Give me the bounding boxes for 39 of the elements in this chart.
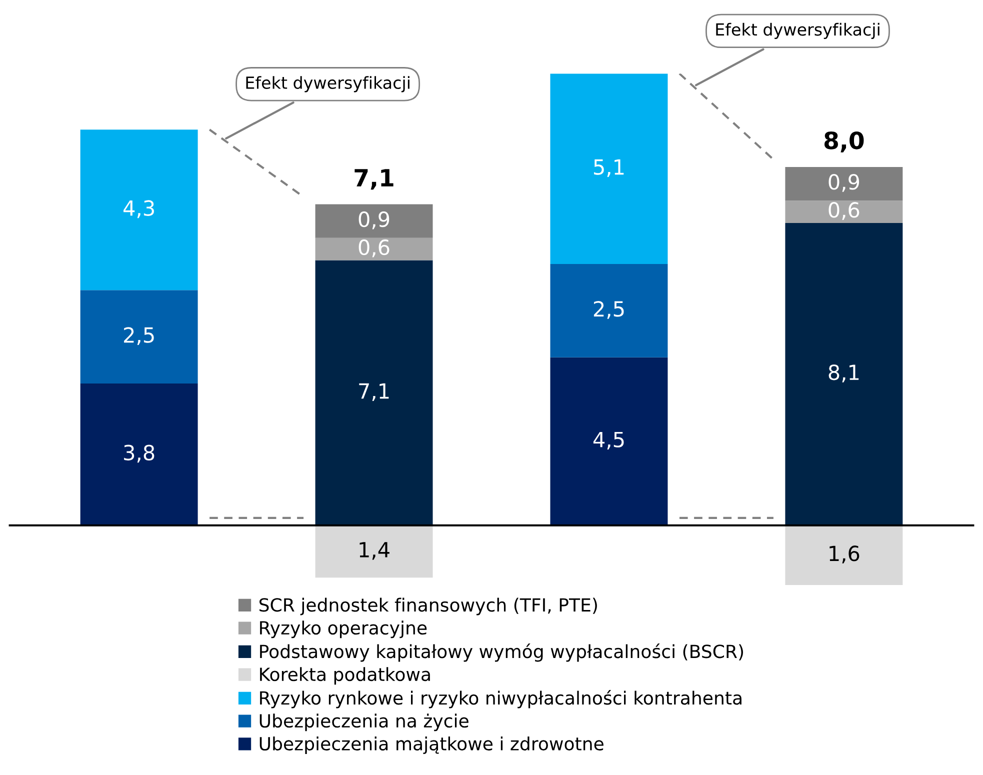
- legend-label: SCR jednostek finansowych (TFI, PTE): [259, 598, 597, 616]
- data-label: 2,5: [124, 327, 154, 346]
- legend-label: Ryzyko operacyjne: [260, 620, 427, 638]
- data-label: 0,6: [828, 202, 860, 220]
- bar: [315, 525, 433, 578]
- legend-label: Korekta podatkowa: [260, 667, 430, 685]
- bar: [315, 204, 433, 238]
- bar: [80, 130, 198, 290]
- legend-label: Ubezpieczenia majątkowe i zdrowotne: [260, 736, 604, 754]
- data-label: 2,5: [594, 300, 624, 319]
- data-label: 4,5: [593, 432, 624, 450]
- bar: [785, 222, 903, 526]
- data-label: 3,8: [124, 444, 154, 463]
- data-label: 0,9: [358, 211, 390, 230]
- annotation: 7,1: [354, 169, 394, 190]
- bar: [785, 525, 903, 586]
- annotation: 1,6: [830, 546, 860, 564]
- annotation: 8,0: [824, 131, 864, 152]
- legend-label: Ubezpieczenia na życie: [260, 714, 468, 732]
- legend-label: Podstawowy kapitałowy wymóg wypłacalności (BSCR): [260, 644, 743, 662]
- annotation: Efekt dywersyfikacji: [246, 76, 410, 92]
- bar: [785, 200, 903, 223]
- bar: [550, 74, 668, 264]
- data-label: 0,9: [828, 174, 860, 192]
- bar: [785, 166, 903, 201]
- bar: [80, 290, 198, 384]
- bar: [315, 260, 433, 526]
- bar: [315, 238, 433, 260]
- text: Efekt dywersyfikacji: [716, 22, 880, 40]
- data-label: 4,3: [124, 200, 154, 218]
- data-label: 0,6: [358, 239, 390, 258]
- data-label: 5,1: [594, 159, 624, 177]
- data-label: 7,1: [359, 383, 389, 402]
- annotation: 1,4: [360, 542, 390, 560]
- data-label: 8,1: [828, 364, 859, 382]
- bar: [80, 384, 198, 526]
- bar: [550, 357, 668, 526]
- bar: [550, 264, 668, 358]
- legend-label: Ryzyko rynkowe i ryzyko niwypłacalności kontrahenta: [260, 690, 742, 708]
